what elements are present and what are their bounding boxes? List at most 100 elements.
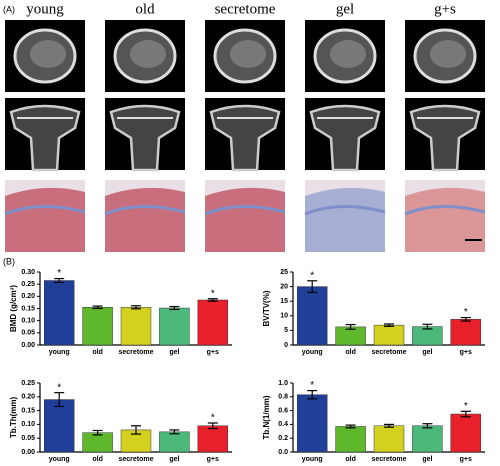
x-tick-label: gel [422,456,432,463]
y-axis-label: BV/TV(%) [262,290,271,326]
significance: * [57,382,61,393]
x-tick-label: secretome [118,456,153,463]
histology-cartilage [104,205,186,216]
y-tick-label: 0.00 [21,342,35,349]
column-label: secretome [215,1,276,17]
error-bar [54,277,65,284]
ct-trabecular [230,40,266,68]
y-tick-label: 0.30 [21,269,35,276]
column-label: gel [336,1,354,17]
ct-bone [209,104,281,172]
y-tick-label: 0.10 [21,318,35,325]
bar [159,431,190,453]
ct-trabecular [330,40,366,68]
y-tick-label: 0.15 [21,305,35,312]
column-label: g+s [434,1,456,17]
significance: * [310,380,314,391]
bar [43,280,75,346]
y-tick-label: 0.4 [278,421,288,428]
panel-label: (B) [3,256,15,266]
y-tick-label: 25 [280,269,288,276]
bar [43,399,75,453]
error-bar [460,410,471,418]
x-tick-label: secretome [118,349,153,356]
significance: * [211,413,215,424]
significance: * [57,268,61,279]
x-tick-label: gel [169,349,179,356]
x-tick-label: young [49,349,70,356]
error-bar [131,425,141,435]
ct-bone [109,104,181,172]
error-bar [92,429,103,436]
histology-tissue [205,187,285,252]
x-tick-label: g+s [207,349,219,356]
error-bar [345,323,356,330]
x-tick-label: young [302,456,323,463]
error-bar [307,280,318,294]
error-bar [169,305,180,311]
bar [373,324,405,346]
significance: * [464,401,468,412]
bar [296,394,328,453]
y-tick-label: 0.05 [21,330,35,337]
y-tick-label: 0 [284,342,288,349]
error-bar [384,323,394,327]
ct-trabecular [130,40,166,68]
y-axis-label: Tb.N(1/mm) [262,395,271,439]
x-tick-label: gel [422,349,432,356]
error-bar [345,424,356,429]
x-tick-label: old [345,456,356,463]
y-tick-label: 0.00 [21,449,35,456]
significance: * [211,288,215,299]
error-bar [131,305,141,310]
significance: * [464,307,468,318]
y-tick-label: 20 [280,283,288,290]
significance: * [310,270,314,281]
panel-label: (A) [3,4,15,14]
ct-bone [9,104,81,172]
histology-cartilage [4,205,86,216]
bar [296,286,328,346]
x-tick-label: old [92,349,103,356]
x-tick-label: old [345,349,356,356]
y-tick-label: 10 [280,313,288,320]
y-tick-label: 1.0 [278,380,288,387]
y-tick-label: 0.6 [278,407,288,414]
y-tick-label: 0.25 [21,380,35,387]
x-tick-label: young [302,349,323,356]
histology-tissue [405,187,485,252]
error-bar [207,422,218,430]
y-tick-label: 0.8 [278,394,288,401]
y-tick-label: 5 [284,327,288,334]
ct-bone [309,104,381,172]
bar [159,307,190,346]
x-tick-label: secretome [371,349,406,356]
error-bar [169,429,180,435]
x-tick-label: g+s [207,456,219,463]
error-bar [207,298,218,302]
y-tick-label: 0.05 [21,435,35,442]
error-bar [92,305,103,310]
bar [335,426,366,453]
y-tick-label: 0.0 [278,449,288,456]
histology-tissue [105,187,185,252]
histology-tissue [305,187,385,252]
bar [120,307,152,346]
y-tick-label: 0.25 [21,281,35,288]
x-tick-label: g+s [460,349,472,356]
x-tick-label: old [92,456,103,463]
error-bar [422,323,433,330]
y-tick-label: 0.15 [21,407,35,414]
y-tick-label: 15 [280,298,288,305]
bar [373,425,405,453]
ct-trabecular [430,40,466,68]
bar [82,432,113,453]
y-tick-label: 0.10 [21,421,35,428]
x-tick-label: gel [169,456,179,463]
error-bar [54,392,65,408]
error-bar [307,389,318,400]
ct-bone [409,104,481,172]
bar [197,299,229,346]
histology-cartilage [404,205,486,216]
